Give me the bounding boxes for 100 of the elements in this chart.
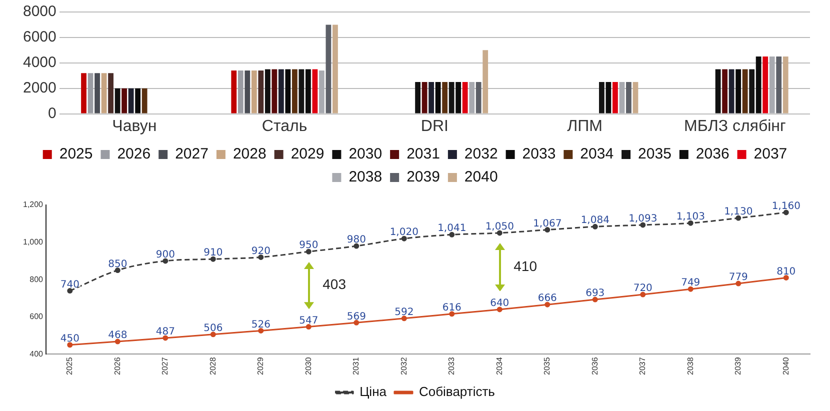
- legend-label: 2027: [175, 146, 208, 163]
- y-tick-label: 800: [30, 274, 44, 284]
- y-tick-label: 4000: [22, 54, 56, 72]
- data-label: 910: [204, 248, 223, 259]
- point: [114, 338, 120, 344]
- point: [354, 320, 360, 326]
- legend-label: 2032: [464, 146, 498, 163]
- data-label: 1,130: [724, 206, 753, 218]
- bar: [285, 69, 291, 114]
- data-label: 569: [346, 311, 366, 322]
- point: [640, 292, 646, 298]
- bar: [612, 82, 618, 114]
- point: [736, 280, 742, 286]
- data-label: 1,103: [676, 212, 705, 223]
- point: [449, 311, 455, 317]
- bar: [244, 70, 250, 114]
- bar: [264, 69, 270, 114]
- x-tick-label: ЛПМ: [567, 118, 602, 135]
- data-label: 450: [60, 333, 80, 344]
- data-label: 693: [586, 288, 605, 300]
- point: [210, 332, 216, 338]
- bar: [782, 56, 788, 114]
- data-label: 950: [299, 240, 318, 252]
- x-tick-label: 2035: [542, 356, 552, 375]
- y-tick-label: 1,200: [22, 200, 44, 210]
- point: [162, 335, 168, 341]
- data-label: 740: [60, 279, 80, 290]
- bar: [469, 82, 475, 114]
- x-tick-label: 2025: [65, 356, 74, 375]
- bar: [742, 69, 748, 114]
- annotation: 410: [514, 258, 537, 274]
- point: [544, 302, 550, 308]
- point: [783, 274, 789, 280]
- x-tick-label: 2031: [352, 356, 361, 375]
- point: [67, 288, 73, 294]
- x-tick-label: 2037: [638, 356, 648, 375]
- data-label: 1,050: [485, 222, 514, 233]
- y-tick-label: 600: [30, 312, 44, 322]
- x-tick-label: Чавун: [112, 118, 157, 135]
- bar: [238, 70, 244, 114]
- bar: [122, 88, 127, 114]
- bar: [422, 82, 428, 114]
- bar: [312, 69, 318, 114]
- data-label: 1,067: [533, 218, 562, 230]
- bar: [101, 73, 107, 114]
- data-label: 487: [156, 326, 175, 338]
- legend-label: 2026: [117, 146, 151, 163]
- bar: [108, 73, 114, 114]
- bar: [94, 73, 100, 114]
- bar: [142, 88, 148, 114]
- bar: [326, 24, 332, 114]
- point: [210, 256, 216, 262]
- bar: [632, 82, 638, 114]
- legend-label: 2037: [754, 146, 788, 163]
- x-tick-label: 2029: [256, 356, 266, 375]
- bar: [619, 82, 625, 114]
- data-label: 666: [538, 293, 557, 304]
- data-label: 1,020: [390, 227, 418, 238]
- bar: [769, 56, 775, 114]
- legend-label: 2034: [580, 146, 614, 163]
- bar: [88, 73, 94, 114]
- data-label: 850: [108, 258, 128, 270]
- bar: [435, 82, 441, 114]
- data-label: 640: [490, 298, 510, 310]
- x-tick-label: 2034: [494, 356, 504, 375]
- bar: [728, 69, 734, 114]
- bar: [231, 70, 237, 114]
- legend-label: 2033: [522, 146, 556, 163]
- bar: [482, 50, 488, 114]
- bar: [319, 70, 324, 114]
- x-tick-label: 2040: [781, 356, 790, 375]
- legend-label: 2035: [638, 146, 672, 163]
- bar: [415, 82, 420, 114]
- bar: [462, 82, 468, 114]
- point: [306, 324, 312, 330]
- x-tick-label: 2038: [686, 356, 695, 375]
- point: [162, 258, 168, 264]
- point: [258, 254, 264, 260]
- y-tick-label: 6000: [22, 28, 56, 46]
- data-label: 749: [681, 278, 700, 289]
- x-tick-label: 2030: [304, 356, 313, 375]
- bar: [81, 73, 86, 114]
- x-tick-label: МБЛЗ слябінг: [684, 118, 786, 135]
- bar: [332, 24, 338, 114]
- point: [67, 342, 73, 348]
- x-tick-label: Сталь: [262, 118, 308, 135]
- legend-label: Собівартість: [418, 384, 496, 400]
- bar: [135, 88, 141, 114]
- y-tick-label: 2000: [22, 79, 56, 96]
- x-tick-label: 2028: [208, 356, 218, 375]
- legend-label: 2039: [406, 168, 440, 186]
- bar: [272, 69, 278, 114]
- bar: [715, 69, 721, 114]
- bar: [736, 69, 742, 114]
- point: [592, 296, 598, 302]
- data-label: 468: [108, 330, 128, 342]
- annotation: 403: [322, 276, 346, 292]
- bar: [722, 69, 728, 114]
- data-label: 506: [204, 323, 223, 334]
- legend-label: 2028: [232, 146, 266, 163]
